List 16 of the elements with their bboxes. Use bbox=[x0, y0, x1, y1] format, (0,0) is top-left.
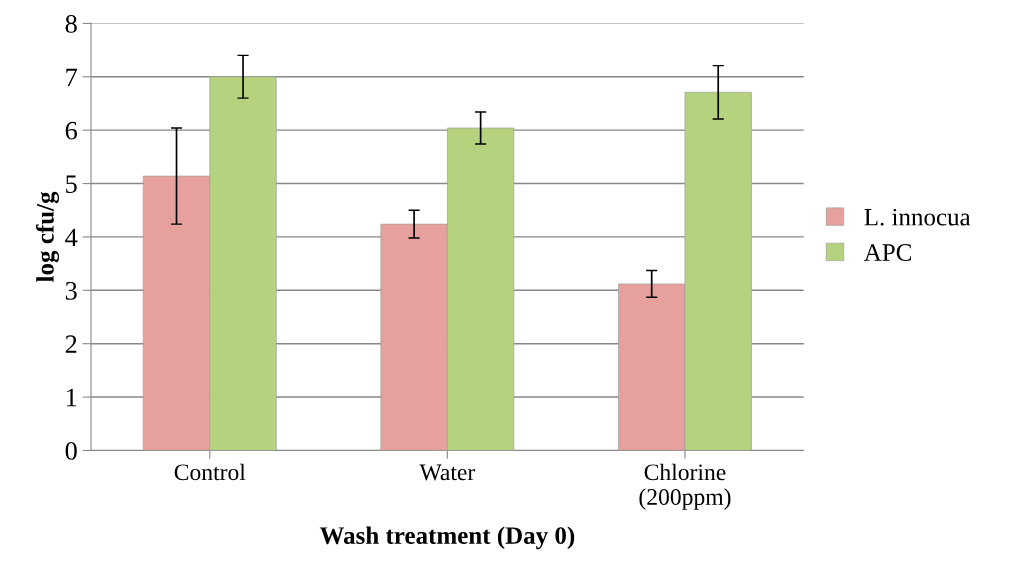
y-tick-label: 4 bbox=[65, 228, 78, 247]
x-tick-label: Control bbox=[174, 463, 246, 481]
y-tick-label: 1 bbox=[66, 388, 77, 407]
y-tick-label: 2 bbox=[65, 335, 77, 353]
y-tick-label: 7 bbox=[66, 68, 78, 86]
y-tick-label: 8 bbox=[65, 15, 77, 33]
y-tick-label: 6 bbox=[65, 121, 78, 140]
x-tick-label: Chlorine (200ppm) bbox=[639, 463, 731, 510]
x-axis-title: Wash treatment (Day 0) bbox=[319, 526, 575, 550]
y-tick-label: 5 bbox=[66, 175, 77, 193]
legend-label: L. innocua bbox=[864, 208, 971, 226]
x-tick-label: Water bbox=[419, 464, 476, 481]
y-tick-label: 0 bbox=[65, 442, 77, 460]
y-axis-title: log cfu/g bbox=[35, 191, 60, 282]
legend-label: APC bbox=[863, 244, 911, 261]
y-tick-label: 3 bbox=[65, 281, 77, 300]
